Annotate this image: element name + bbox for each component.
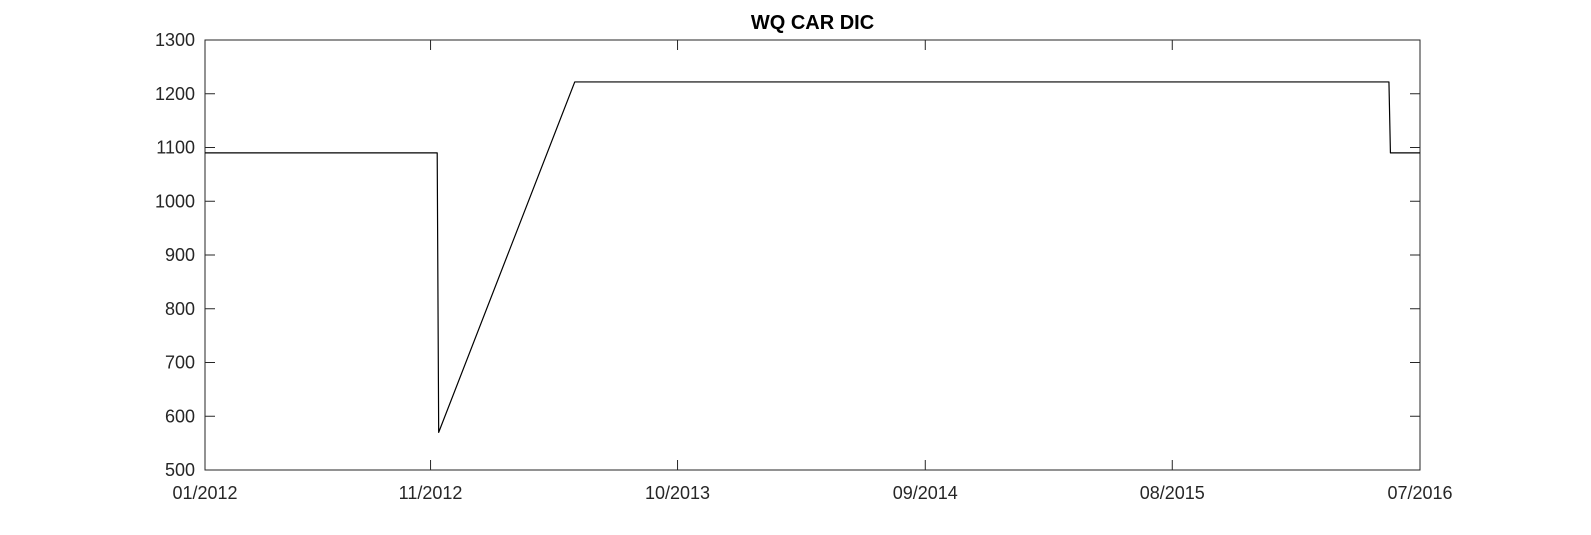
x-tick-label: 08/2015 xyxy=(1140,483,1205,503)
x-tick-label: 10/2013 xyxy=(645,483,710,503)
y-tick-label: 1100 xyxy=(156,138,195,158)
y-tick-label: 500 xyxy=(165,460,195,480)
plot-area: 500 600 700 800 900 1000 1100 1200 1300 01/2012 11… xyxy=(155,30,1453,503)
x-tick-label: 09/2014 xyxy=(893,483,958,503)
y-tick-label: 800 xyxy=(165,299,195,319)
y-tick-label: 900 xyxy=(165,245,195,265)
y-tick-label: 700 xyxy=(165,353,195,373)
y-tick-label: 1300 xyxy=(155,30,195,50)
chart-title: WQ CAR DIC xyxy=(751,12,874,34)
y-tick-label: 1000 xyxy=(155,191,195,211)
axes-box xyxy=(204,39,1421,471)
x-tick-label: 11/2012 xyxy=(399,483,463,503)
y-tick-label: 600 xyxy=(165,406,195,426)
y-tick-label: 1200 xyxy=(155,84,195,104)
x-tick-label: 07/2016 xyxy=(1387,483,1452,503)
series-line xyxy=(205,81,1420,433)
x-tick-label: 01/2012 xyxy=(172,483,237,503)
